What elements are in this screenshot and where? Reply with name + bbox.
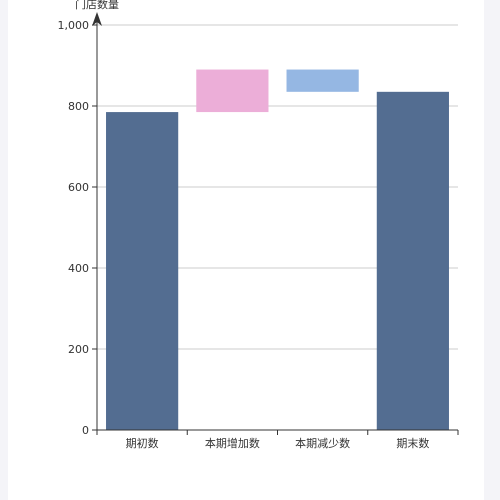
y-tick-label: 600 [68,181,89,194]
y-tick-labels: 0 200 400 600 800 1,000 [58,19,97,437]
bar-1[interactable] [106,112,179,430]
bar-4[interactable] [376,91,449,430]
y-tick-label: 200 [68,343,89,356]
y-tick-label: 1,000 [58,19,90,32]
y-tick-label: 0 [82,424,89,437]
bar-group [106,69,449,430]
bar-3[interactable] [286,69,359,92]
bar-2[interactable] [196,69,269,113]
x-tick-label: 期初数 [126,436,159,450]
x-tick-label: 本期增加数 [205,436,260,450]
x-tick-label: 期末数 [396,436,429,450]
y-tick-label: 800 [68,100,89,113]
y-tick-label: 400 [68,262,89,275]
x-tick-labels: 期初数 本期增加数 本期减少数 期末数 [96,430,459,450]
y-axis-arrow [92,12,102,26]
x-tick-label: 本期减少数 [295,436,350,450]
y-axis-title: 门店数量 [75,0,119,11]
